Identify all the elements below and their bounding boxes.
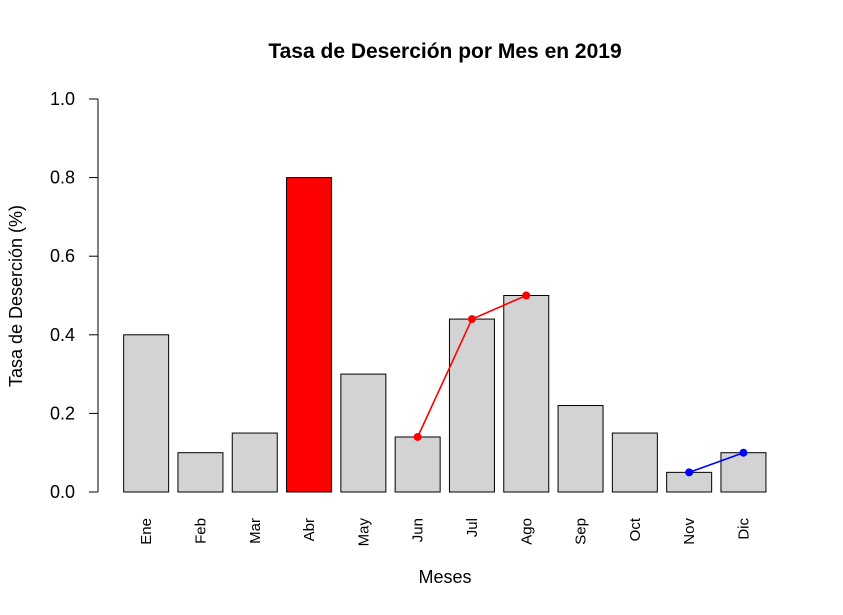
bar-ene bbox=[123, 334, 170, 493]
bars-group bbox=[123, 177, 767, 493]
x-tick-label-nov: Nov bbox=[681, 518, 698, 545]
x-tick-label-abr: Abr bbox=[301, 518, 318, 541]
x-tick-label-ene: Ene bbox=[138, 518, 155, 545]
x-tick-label-feb: Feb bbox=[192, 518, 209, 544]
overlay-point-jul bbox=[467, 315, 476, 324]
bar-jun bbox=[394, 436, 441, 493]
chart-title: Tasa de Deserción por Mes en 2019 bbox=[268, 40, 621, 63]
x-tick-label-dic: Dic bbox=[735, 518, 752, 540]
x-tick-label-jul: Jul bbox=[464, 518, 481, 537]
x-tick-label-ago: Ago bbox=[518, 518, 535, 545]
overlay-line-2 bbox=[688, 451, 744, 474]
bar-may bbox=[340, 373, 387, 493]
x-tick-label-sep: Sep bbox=[573, 518, 590, 545]
y-tick-label: 0.4 bbox=[50, 325, 75, 345]
x-tick-label-may: May bbox=[355, 518, 372, 547]
bar-oct bbox=[611, 432, 658, 493]
x-tick-label-mar: Mar bbox=[247, 518, 264, 544]
x-tick-label-oct: Oct bbox=[627, 517, 644, 541]
x-tick-label-jun: Jun bbox=[410, 518, 427, 542]
y-axis: 0.0 0.2 0.4 0.6 0.8 1.0 bbox=[50, 89, 99, 502]
bar-ago bbox=[503, 295, 550, 493]
y-tick-label: 1.0 bbox=[50, 89, 75, 109]
bar-abr bbox=[286, 177, 333, 493]
y-tick-label: 0.2 bbox=[50, 403, 75, 423]
bar-mar bbox=[231, 432, 278, 493]
y-tick-label: 0.0 bbox=[50, 482, 75, 502]
bar-jul bbox=[448, 318, 495, 493]
overlay-point-ago bbox=[522, 291, 531, 300]
bar-dic bbox=[720, 452, 767, 493]
overlay-point-dic bbox=[739, 448, 748, 457]
overlay-point-nov bbox=[685, 468, 694, 477]
x-axis-label: Meses bbox=[418, 567, 471, 587]
y-tick-label: 0.8 bbox=[50, 168, 75, 188]
overlay-lines bbox=[413, 291, 748, 477]
y-tick-label: 0.6 bbox=[50, 246, 75, 266]
x-tick-labels: Ene Feb Mar Abr May Jun Jul Ago Sep Oct Nov Dic bbox=[138, 517, 752, 546]
y-axis-label: Tasa de Deserción (%) bbox=[6, 205, 26, 387]
bar-feb bbox=[177, 452, 224, 493]
bar-sep bbox=[557, 405, 604, 493]
overlay-point-jun bbox=[413, 432, 422, 441]
